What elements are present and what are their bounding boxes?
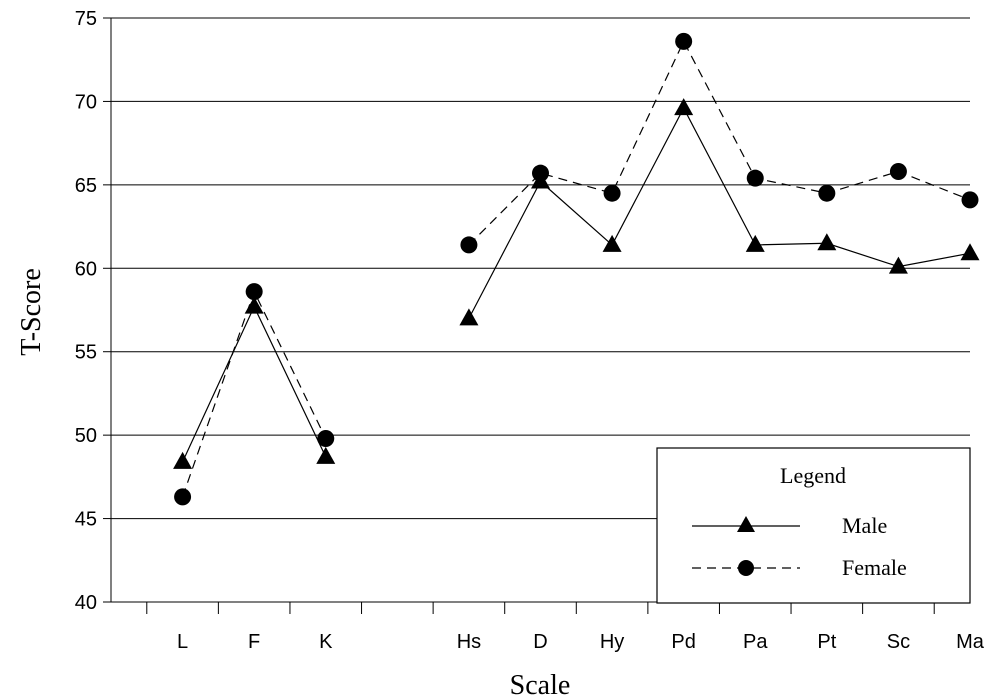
y-axis-title: T-Score [16, 268, 47, 356]
y-tick-label-70: 70 [75, 91, 97, 113]
female-point-L [174, 488, 192, 506]
male-point-Hs [459, 308, 479, 326]
male-point-Pt [817, 233, 837, 251]
x-tick-label-K: K [319, 631, 333, 653]
x-axis-title: Scale [510, 670, 571, 700]
female-point-Sc [889, 163, 907, 181]
y-tick-label-50: 50 [75, 425, 97, 447]
male-point-Ma [960, 243, 980, 261]
male-point-F [244, 296, 264, 314]
x-tick-label-Hs: Hs [457, 631, 481, 653]
female-point-Hy [603, 184, 621, 202]
y-tick-label-40: 40 [75, 592, 97, 614]
legend-male-marker [737, 516, 755, 532]
y-tick-label-55: 55 [75, 342, 97, 364]
female-line-segment-1 [182, 290, 327, 498]
male-point-Sc [888, 256, 908, 274]
x-tick-label-Hy: Hy [600, 631, 624, 653]
y-tick-label-60: 60 [75, 258, 97, 280]
female-point-Ma [961, 191, 979, 209]
x-tick-label-L: L [177, 631, 188, 653]
x-tick-label-Ma: Ma [956, 631, 985, 653]
female-point-K [317, 429, 335, 447]
x-tick-label-D: D [533, 631, 547, 653]
legend-title: Legend [780, 463, 846, 488]
y-tick-label-75: 75 [75, 8, 97, 30]
x-tick-label-Pa: Pa [743, 631, 768, 653]
male-line-segment-2 [468, 106, 971, 319]
y-tick-label-65: 65 [75, 175, 97, 197]
female-line-segment-2 [468, 40, 971, 246]
legend: Legend Male Female [656, 447, 971, 604]
x-tick-label-Pd: Pd [671, 631, 695, 653]
legend-male-label: Male [842, 513, 887, 538]
legend-female-marker [738, 560, 754, 576]
male-point-K [316, 446, 336, 464]
male-line-segment-1 [182, 305, 327, 463]
legend-female-label: Female [842, 555, 907, 580]
female-point-Pt [818, 184, 836, 202]
male-point-Pa [745, 234, 765, 252]
x-tick-label-Sc: Sc [887, 631, 910, 653]
male-point-L [173, 451, 193, 469]
data-series [173, 32, 980, 506]
gridlines [111, 17, 970, 520]
male-point-Hy [602, 234, 622, 252]
female-point-Pa [746, 169, 764, 187]
male-point-Pd [674, 98, 694, 116]
female-point-Hs [460, 236, 478, 254]
female-point-Pd [675, 32, 693, 50]
female-point-F [245, 283, 263, 301]
x-tick-label-F: F [248, 631, 260, 653]
y-tick-label-45: 45 [75, 509, 97, 531]
female-point-D [532, 164, 549, 182]
x-tick-label-Pt: Pt [817, 631, 836, 653]
